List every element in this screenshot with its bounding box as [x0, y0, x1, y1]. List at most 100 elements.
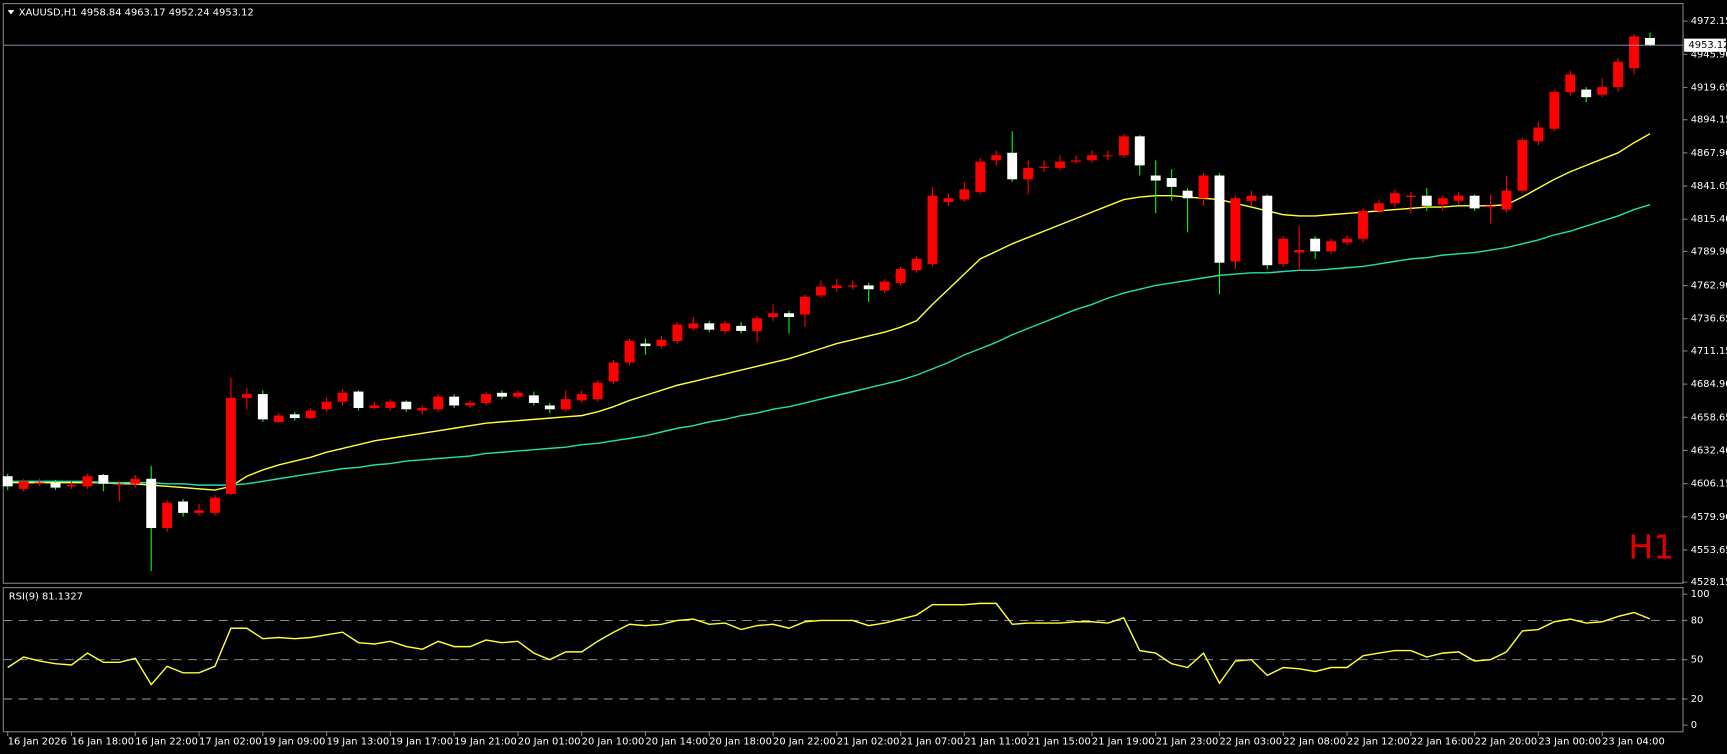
- x-tick-label: 23 Jan 00:00: [1538, 737, 1601, 748]
- y-tick-label: 4867.90: [1691, 148, 1727, 159]
- x-tick-label: 20 Jan 01:00: [518, 737, 581, 748]
- candle-body: [1023, 167, 1034, 180]
- candle-body: [624, 341, 635, 363]
- candle-body: [576, 394, 587, 401]
- y-tick-label: 4579.90: [1691, 512, 1727, 523]
- y-tick-label: 20: [1691, 694, 1704, 705]
- candle-body: [640, 343, 651, 347]
- y-tick-label: 80: [1691, 615, 1704, 626]
- candle-body: [273, 415, 284, 422]
- candle-body: [720, 323, 731, 331]
- candle-body: [1613, 61, 1624, 88]
- candle-body: [1437, 198, 1448, 205]
- y-tick-label: 4789.90: [1691, 246, 1727, 257]
- y-tick-label: 0: [1691, 720, 1697, 731]
- candle-body: [1517, 140, 1528, 191]
- candle-body: [449, 396, 460, 406]
- candle-body: [959, 189, 970, 200]
- candle-body: [1469, 195, 1480, 209]
- candle-body: [1262, 195, 1273, 266]
- candle-body: [1326, 241, 1337, 252]
- candle-body: [2, 476, 13, 487]
- x-tick-label: 21 Jan 07:00: [901, 737, 964, 748]
- candle-body: [1549, 92, 1560, 129]
- y-tick-label: 50: [1691, 655, 1704, 666]
- candle-body: [1581, 89, 1592, 98]
- candle-body: [831, 285, 842, 288]
- candle-body: [1501, 190, 1512, 210]
- y-tick-label: 4658.65: [1691, 412, 1727, 423]
- candle-body: [321, 401, 332, 410]
- candle-body: [401, 401, 412, 410]
- timeframe-watermark: H1: [1628, 528, 1674, 567]
- candle-body: [1453, 195, 1464, 201]
- x-tick-label: 22 Jan 20:00: [1475, 737, 1538, 748]
- candle-body: [1214, 175, 1225, 263]
- y-tick-label: 100: [1691, 589, 1710, 600]
- candle-body: [98, 474, 109, 484]
- candle-body: [225, 397, 236, 494]
- candle-body: [1071, 160, 1081, 162]
- y-tick-label: 4841.65: [1691, 181, 1727, 192]
- x-tick-label: 21 Jan 02:00: [837, 737, 900, 748]
- menu-arrow[interactable]: [7, 10, 15, 15]
- x-tick-label: 21 Jan 19:00: [1092, 737, 1155, 748]
- price-label: 4953.12: [1689, 40, 1727, 51]
- candle-body: [433, 396, 444, 410]
- candle-body: [130, 478, 141, 484]
- candle-body: [1230, 198, 1241, 262]
- x-tick-label: 21 Jan 15:00: [1028, 737, 1091, 748]
- x-tick-label: 23 Jan 04:00: [1602, 737, 1665, 748]
- candle-body: [1102, 155, 1113, 157]
- x-tick-label: 21 Jan 23:00: [1156, 737, 1219, 748]
- candle-body: [1373, 203, 1384, 211]
- candle-body: [1086, 155, 1097, 161]
- candle-body: [289, 414, 300, 419]
- x-tick-label: 20 Jan 18:00: [709, 737, 772, 748]
- x-tick-label: 19 Jan 09:00: [263, 737, 326, 748]
- candle-body: [241, 394, 252, 398]
- candle-body: [544, 405, 555, 410]
- candle-body: [1278, 238, 1289, 264]
- candle-body: [1310, 238, 1321, 252]
- y-tick-label: 4553.65: [1691, 545, 1727, 556]
- candle-body: [768, 313, 778, 318]
- candle-body: [194, 510, 204, 513]
- candle-body: [66, 485, 77, 487]
- candle-body: [688, 323, 699, 329]
- candle-body: [1134, 136, 1145, 166]
- candle-body: [1182, 190, 1193, 199]
- y-tick-label: 4894.15: [1691, 115, 1727, 126]
- candle-body: [178, 501, 189, 513]
- x-tick-label: 17 Jan 02:00: [199, 737, 262, 748]
- candle-body: [704, 323, 715, 330]
- candle-body: [736, 325, 747, 331]
- candle-body: [210, 497, 220, 513]
- x-tick-label: 22 Jan 08:00: [1283, 737, 1346, 748]
- candle-body: [512, 392, 523, 397]
- x-tick-label: 20 Jan 14:00: [645, 737, 708, 748]
- y-tick-label: 4632.40: [1691, 445, 1727, 456]
- candle-body: [1150, 175, 1161, 181]
- candle-body: [656, 339, 667, 347]
- candle-body: [465, 402, 476, 406]
- candle-body: [481, 394, 491, 403]
- candle-body: [991, 155, 1002, 161]
- candle-body: [1055, 161, 1065, 168]
- candle-body: [815, 286, 826, 296]
- y-tick-label: 4945.90: [1691, 49, 1727, 60]
- candle-body: [1246, 195, 1257, 201]
- candle-body: [1597, 87, 1608, 95]
- rsi-header: RSI(9) 81.1327: [9, 591, 83, 602]
- x-tick-label: 16 Jan 22:00: [135, 737, 198, 748]
- y-tick-label: 4972.15: [1691, 16, 1727, 27]
- candle-body: [927, 195, 938, 264]
- candle-body: [975, 161, 986, 192]
- x-tick-label: 20 Jan 22:00: [773, 737, 836, 748]
- candle-body: [879, 281, 890, 291]
- candle-body: [1294, 250, 1305, 253]
- main-panel: [2, 3, 1684, 584]
- y-tick-label: 4528.15: [1691, 577, 1727, 588]
